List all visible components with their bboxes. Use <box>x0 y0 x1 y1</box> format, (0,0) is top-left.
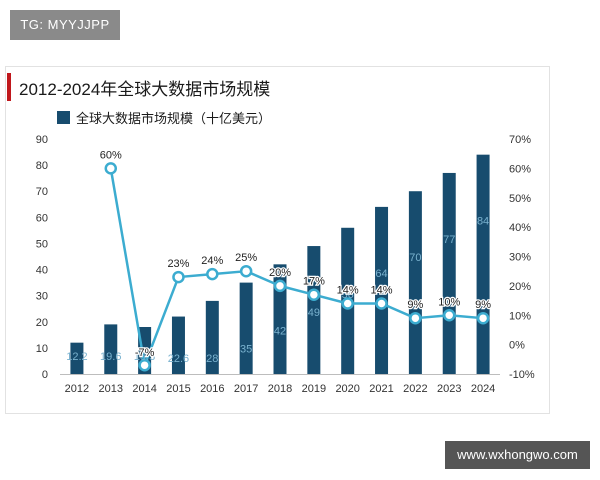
growth-value-label: 9% <box>407 299 423 311</box>
growth-point <box>104 162 118 175</box>
y-right-tick-label: 0% <box>509 340 525 352</box>
y-left-tick-label: 20 <box>36 317 48 329</box>
bar-value-label: 18.3 <box>134 351 155 363</box>
x-tick-label: 2021 <box>369 383 393 395</box>
growth-point <box>375 297 388 310</box>
growth-point <box>138 358 151 372</box>
y-right-tick-label: 70% <box>509 134 531 146</box>
x-tick-label: 2020 <box>335 383 359 395</box>
growth-point <box>341 297 354 310</box>
bar-value-label: 28 <box>206 353 218 365</box>
y-left-tick-label: 80 <box>36 160 48 172</box>
bar <box>375 206 389 374</box>
bar-value-label: 49 <box>308 307 320 319</box>
bar <box>171 316 185 374</box>
growth-value-label: 14% <box>371 285 393 297</box>
y-right-tick-label: 10% <box>509 310 531 322</box>
growth-value-label: 9% <box>475 299 491 311</box>
y-right-tick-label: 50% <box>509 193 531 205</box>
bar <box>442 172 456 374</box>
bar-value-label: 56 <box>342 289 354 301</box>
x-tick-label: 2014 <box>132 383 156 395</box>
growth-point <box>273 279 287 293</box>
x-tick-label: 2015 <box>166 383 190 395</box>
growth-point <box>476 311 490 325</box>
bar-value-label: 64 <box>375 268 387 280</box>
y-right-tick-label: -10% <box>509 369 535 381</box>
growth-point <box>172 270 185 284</box>
x-tick-label: 2024 <box>471 383 495 395</box>
y-left-tick-label: 50 <box>36 238 48 250</box>
bar <box>239 282 253 374</box>
bar-value-label: 84 <box>477 216 489 228</box>
growth-point <box>442 309 456 322</box>
growth-value-label: 60% <box>100 149 122 161</box>
legend-label: 全球大数据市场规模（十亿美元） <box>76 110 272 126</box>
x-tick-label: 2012 <box>65 383 89 395</box>
bar <box>476 154 490 374</box>
bar <box>273 264 287 374</box>
bar <box>408 191 422 374</box>
growth-value-label: 14% <box>337 285 359 297</box>
bar-value-label: 42 <box>274 325 286 337</box>
bar-value-label: 35 <box>240 344 252 356</box>
x-tick-label: 2019 <box>302 383 326 395</box>
y-right-tick-label: 60% <box>509 163 531 175</box>
growth-value-label: 25% <box>235 252 257 264</box>
growth-point <box>239 264 253 278</box>
watermark-bottom: www.wxhongwo.com <box>445 441 590 469</box>
bar-value-label: 70 <box>409 252 421 264</box>
bar <box>104 324 118 374</box>
legend-swatch <box>57 110 70 124</box>
y-left-tick-label: 40 <box>36 265 48 277</box>
growth-value-label: 10% <box>438 296 460 308</box>
x-tick-label: 2017 <box>234 383 258 395</box>
bar <box>70 342 84 374</box>
y-right-tick-label: 40% <box>509 222 531 234</box>
growth-value-label: 23% <box>167 258 189 270</box>
bar-value-label: 19.6 <box>100 351 121 363</box>
y-left-tick-label: 90 <box>36 134 48 146</box>
x-tick-label: 2016 <box>200 383 224 395</box>
growth-point <box>206 267 219 281</box>
y-left-tick-label: 60 <box>36 212 48 224</box>
growth-point <box>307 288 321 301</box>
x-tick-label: 2023 <box>437 383 461 395</box>
bar-value-label: 12.2 <box>66 351 87 363</box>
x-tick-label: 2013 <box>99 383 123 395</box>
bar <box>307 246 321 374</box>
x-tick-label: 2018 <box>268 383 292 395</box>
growth-value-label: -7% <box>135 347 155 359</box>
y-left-tick-label: 0 <box>42 369 48 381</box>
growth-value-label: 20% <box>269 267 291 279</box>
growth-point <box>409 311 422 325</box>
y-left-tick-label: 10 <box>36 343 48 355</box>
y-right-tick-label: 20% <box>509 281 531 293</box>
bar-value-label: 77 <box>443 234 455 246</box>
title-accent-bar <box>7 73 11 101</box>
bar <box>205 300 219 374</box>
chart-title: 2012-2024年全球大数据市场规模 <box>19 80 271 99</box>
y-right-tick-label: 30% <box>509 252 531 264</box>
y-left-tick-label: 30 <box>36 291 48 303</box>
legend: 全球大数据市场规模（十亿美元） <box>57 109 272 126</box>
growth-value-label: 17% <box>303 276 325 288</box>
growth-value-label: 24% <box>201 255 223 267</box>
watermark-top: TG: MYYJJPP <box>10 10 120 40</box>
bar-value-label: 22.6 <box>168 353 189 365</box>
x-tick-label: 2022 <box>403 383 427 395</box>
y-left-tick-label: 70 <box>36 186 48 198</box>
